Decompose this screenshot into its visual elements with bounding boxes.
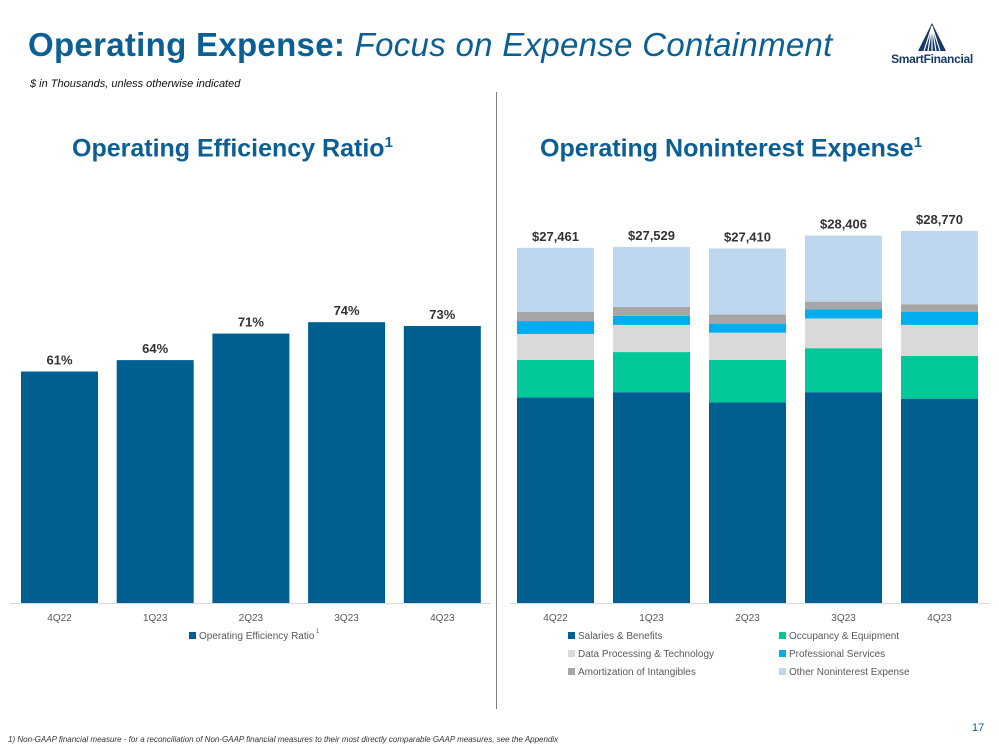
expense-bar-segment <box>613 315 690 325</box>
expense-legend-swatch <box>568 632 575 639</box>
title-sub: Focus on Expense Containment <box>354 26 833 63</box>
noninterest-expense-title: Operating Noninterest Expense1 <box>540 134 922 163</box>
expense-x-tick-label: 4Q23 <box>927 613 952 624</box>
expense-bar-segment <box>517 333 594 360</box>
expense-bar-segment <box>517 397 594 603</box>
footnote: 1) Non-GAAP financial measure - for a re… <box>8 735 559 744</box>
noninterest-expense-title-sup: 1 <box>913 134 923 151</box>
expense-bar-segment <box>901 304 978 312</box>
expense-legend-label: Professional Services <box>789 649 885 660</box>
efficiency-bar <box>21 371 98 603</box>
expense-legend-swatch <box>779 668 786 675</box>
expense-bar-segment <box>805 309 882 319</box>
expense-legend-label: Amortization of Intangibles <box>578 667 696 678</box>
efficiency-data-label: 61% <box>46 353 72 368</box>
expense-bar-segment <box>805 348 882 393</box>
expense-bar-segment <box>901 311 978 325</box>
expense-x-tick-label: 4Q22 <box>543 613 568 624</box>
efficiency-bar <box>403 325 481 603</box>
efficiency-legend-label: Operating Efficiency Ratio <box>199 631 315 642</box>
logo-mark-icon <box>918 23 946 52</box>
expense-legend-swatch <box>568 650 575 657</box>
expense-bar-segment <box>613 246 690 307</box>
expense-x-tick-label: 2Q23 <box>735 613 760 624</box>
expense-bar-segment <box>901 230 978 305</box>
efficiency-data-label: 71% <box>238 315 264 330</box>
expense-bar-segment <box>901 398 978 603</box>
page-number: 17 <box>972 722 985 734</box>
expense-total-label: $27,410 <box>724 229 771 244</box>
expense-bar-segment <box>517 321 594 334</box>
units-subtitle: $ in Thousands, unless otherwise indicat… <box>30 78 241 90</box>
expense-legend-label: Salaries & Benefits <box>578 631 663 642</box>
expense-bar-segment <box>613 352 690 393</box>
expense-bar-segment <box>709 248 786 315</box>
expense-bar-segment <box>805 235 882 302</box>
expense-legend-label: Other Noninterest Expense <box>789 667 910 678</box>
efficiency-ratio-title-text: Operating Efficiency Ratio <box>72 134 385 163</box>
expense-bar-segment <box>805 301 882 310</box>
efficiency-bar <box>212 333 290 603</box>
efficiency-data-label: 64% <box>142 341 168 356</box>
expense-x-tick-label: 1Q23 <box>639 613 664 624</box>
efficiency-ratio-title-sup: 1 <box>384 134 393 151</box>
expense-legend-swatch <box>568 668 575 675</box>
expense-bar-segment <box>709 332 786 360</box>
efficiency-x-tick-label: 2Q23 <box>239 613 264 624</box>
expense-bar-segment <box>517 311 594 322</box>
expense-legend-swatch <box>779 632 786 639</box>
expense-bar-segment <box>517 359 594 398</box>
expense-bar-segment <box>901 324 978 356</box>
efficiency-x-tick-label: 3Q23 <box>334 613 359 624</box>
expense-bar-segment <box>517 247 594 312</box>
efficiency-legend-swatch <box>189 632 196 639</box>
title-main: Operating Expense: <box>28 26 346 63</box>
expense-bar-segment <box>709 314 786 324</box>
expense-total-label: $28,770 <box>916 212 963 227</box>
efficiency-legend-sup: 1 <box>316 629 320 635</box>
expense-legend-swatch <box>779 650 786 657</box>
efficiency-ratio-title: Operating Efficiency Ratio1 <box>72 134 393 163</box>
noninterest-expense-title-text: Operating Noninterest Expense <box>540 134 914 163</box>
expense-legend-label: Occupancy & Equipment <box>789 631 899 642</box>
expense-x-tick-label: 3Q23 <box>831 613 856 624</box>
expense-bar-segment <box>805 392 882 603</box>
panel-divider <box>496 92 497 709</box>
expense-total-label: $27,461 <box>532 229 579 244</box>
efficiency-bar <box>116 360 194 603</box>
efficiency-x-tick-label: 1Q23 <box>143 613 168 624</box>
expense-legend-label: Data Processing & Technology <box>578 649 714 660</box>
logo-text: SmartFinancial <box>891 52 973 66</box>
expense-bar-segment <box>901 355 978 399</box>
efficiency-x-tick-label: 4Q23 <box>430 613 455 624</box>
expense-total-label: $28,406 <box>820 217 867 232</box>
expense-bar-segment <box>613 306 690 316</box>
expense-bar-segment <box>805 318 882 349</box>
expense-bar-segment <box>613 392 690 603</box>
efficiency-data-label: 73% <box>429 307 455 322</box>
expense-total-label: $27,529 <box>628 228 675 243</box>
page-title: Operating Expense: Focus on Expense Cont… <box>28 26 833 64</box>
expense-bar-segment <box>709 323 786 333</box>
expense-bar-segment <box>709 359 786 403</box>
efficiency-x-tick-label: 4Q22 <box>47 613 72 624</box>
efficiency-bar <box>308 322 386 603</box>
expense-bar-segment <box>709 402 786 603</box>
company-logo: SmartFinancial <box>884 22 980 68</box>
expense-bar-segment <box>613 324 690 353</box>
efficiency-data-label: 74% <box>334 303 360 318</box>
